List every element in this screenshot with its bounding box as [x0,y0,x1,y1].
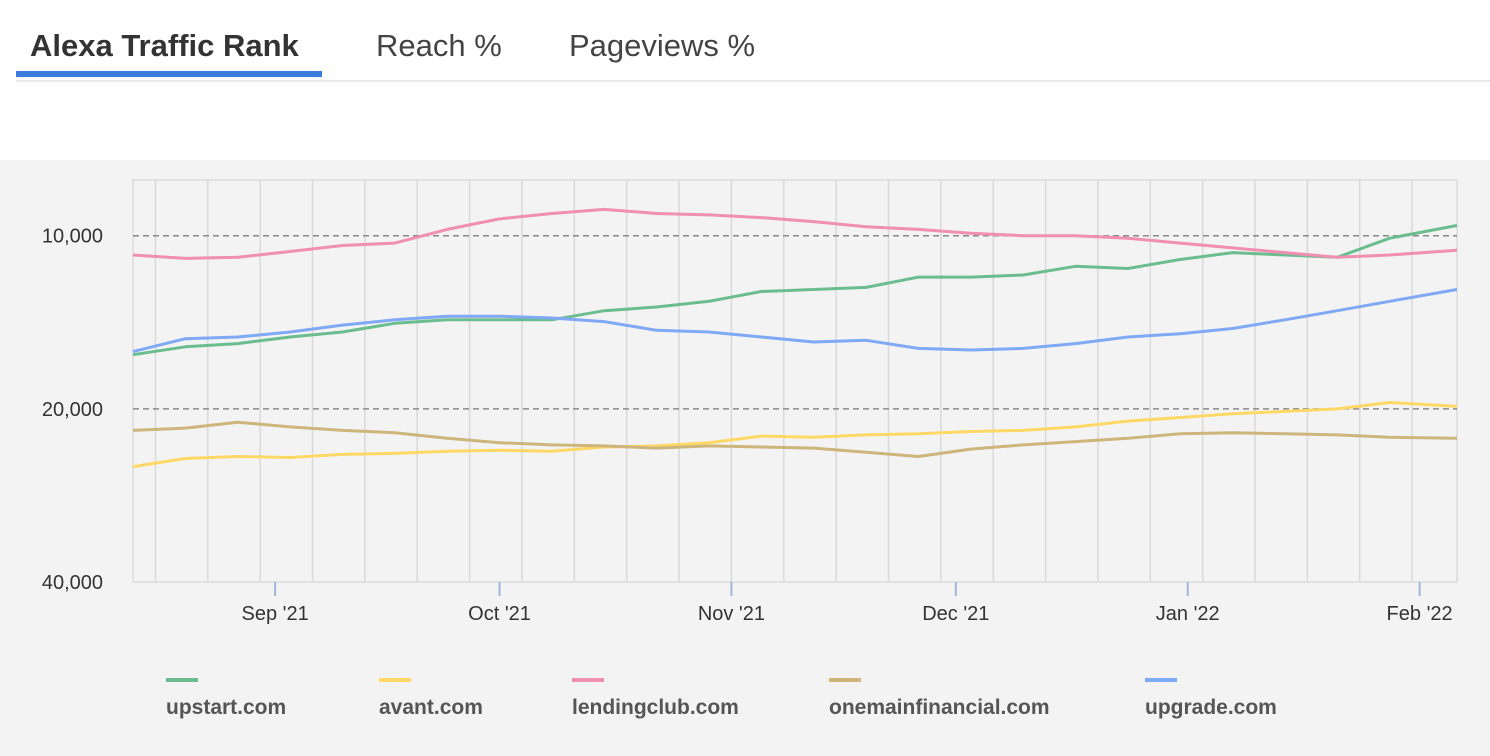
legend-item-onemainfinancial-com[interactable]: onemainfinancial.com [829,678,1050,720]
legend-item-upgrade-com[interactable]: upgrade.com [1145,678,1277,720]
tab-alexa-traffic-rank[interactable]: Alexa Traffic Rank [30,28,299,63]
tab-reach[interactable]: Reach % [376,28,502,63]
legend-item-avant-com[interactable]: avant.com [379,678,483,720]
legend-label: avant.com [379,696,483,719]
legend-swatch [379,678,411,682]
x-tick-label: Feb '22 [1387,603,1453,625]
x-tick-label: Sep '21 [242,603,309,625]
x-tick-label: Dec '21 [922,603,989,625]
x-tick-label: Nov '21 [698,603,765,625]
series-line-upgrade-com [132,288,1458,354]
legend-swatch [572,678,604,682]
chart-tabs: Alexa Traffic Rank Reach % Pageviews % [16,0,1490,82]
legend-label: upgrade.com [1145,696,1277,719]
y-tick-label: 10,000 [42,226,103,248]
legend-item-upstart-com[interactable]: upstart.com [166,678,286,720]
series-line-onemainfinancial-com [132,420,1458,458]
y-tick-label: 20,000 [42,399,103,421]
legend-item-lendingclub-com[interactable]: lendingclub.com [572,678,739,720]
legend-swatch [166,678,198,682]
legend-swatch [1145,678,1177,682]
legend-label: upstart.com [166,696,287,719]
tab-pageviews[interactable]: Pageviews % [569,28,756,63]
x-tick-label: Oct '21 [468,603,531,625]
legend-swatch [829,678,861,682]
legend-label: lendingclub.com [572,696,739,719]
active-tab-indicator [16,71,322,77]
legend-label: onemainfinancial.com [829,696,1050,719]
y-tick-label: 40,000 [42,572,103,594]
series-line-avant-com [132,401,1458,469]
plot-area [132,179,1458,583]
x-tick-label: Jan '22 [1156,603,1220,625]
series-line-lendingclub-com [132,207,1458,260]
series-line-upstart-com [132,224,1458,357]
